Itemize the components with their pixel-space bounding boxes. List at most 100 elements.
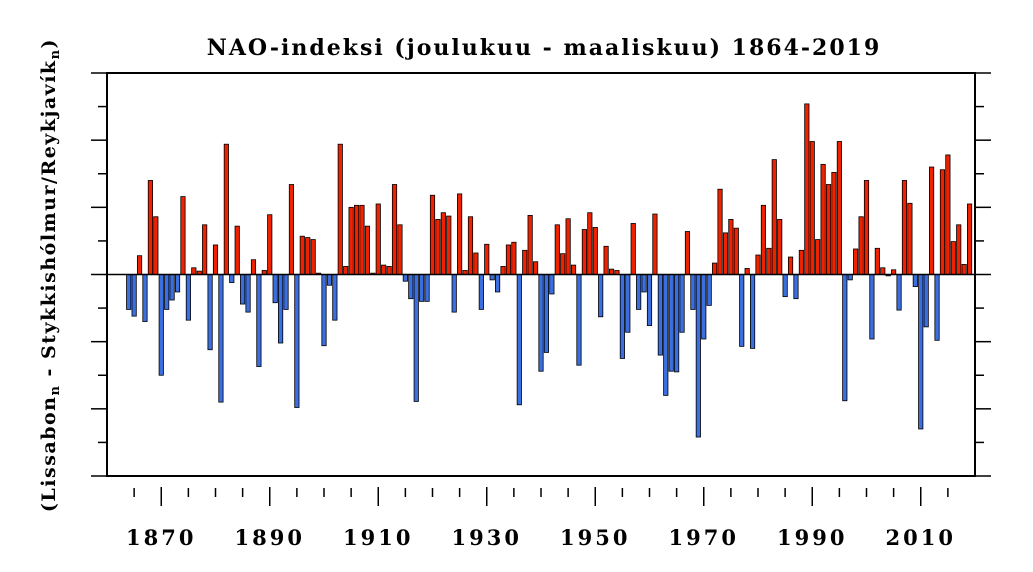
bar-2017: [956, 224, 962, 275]
bar-1985: [782, 274, 788, 298]
bar-1933: [500, 266, 506, 275]
bar-1916: [408, 274, 414, 300]
bar-1980: [755, 254, 761, 275]
bar-2009: [912, 274, 918, 287]
bar-2003: [880, 267, 886, 275]
bar-2012: [929, 166, 935, 275]
bar-1906: [353, 204, 360, 275]
bar-1907: [359, 204, 365, 275]
bar-1885: [240, 274, 246, 305]
bar-1987: [793, 274, 799, 300]
bar-1950: [592, 227, 598, 275]
bar-1911: [381, 264, 387, 275]
bar-1993: [825, 184, 832, 275]
bar-1924: [451, 274, 457, 313]
bar-1946: [570, 264, 577, 275]
x-tick-label-1890: 1890: [235, 525, 305, 550]
bar-1869: [153, 216, 159, 275]
y-axis-label: (Lissabonn - Stykkishólmur/Reykjavíkn): [38, 38, 63, 512]
bar-1875: [185, 274, 191, 321]
bar-1884: [234, 225, 240, 275]
bar-1989: [804, 103, 810, 275]
bar-1876: [191, 267, 197, 275]
bar-1940: [538, 274, 544, 372]
bar-1947: [576, 274, 582, 366]
bar-2002: [874, 247, 880, 275]
bar-1963: [663, 274, 669, 396]
bar-1977: [739, 274, 745, 347]
bar-1927: [467, 216, 474, 275]
bar-1938: [527, 214, 533, 275]
bar-1941: [543, 274, 549, 353]
bar-1939: [533, 261, 539, 275]
y-axis-label-part1: (Lissabon: [38, 396, 60, 513]
bar-2018: [961, 264, 967, 275]
bar-1917: [413, 274, 419, 402]
bar-1973: [717, 188, 723, 275]
bar-1942: [549, 274, 555, 295]
bar-1871: [164, 274, 170, 310]
bar-1910: [375, 203, 381, 275]
bar-2008: [907, 202, 913, 275]
bar-1969: [695, 274, 701, 438]
bar-2006: [896, 274, 902, 311]
bar-2016: [950, 241, 956, 275]
bar-1923: [446, 215, 452, 275]
bar-1949: [587, 212, 593, 275]
bar-1872: [169, 274, 175, 301]
bar-1922: [440, 212, 446, 275]
x-tick-label-2010: 2010: [886, 525, 956, 550]
bar-1988: [798, 249, 804, 275]
bar-1901: [326, 274, 332, 286]
bar-1921: [435, 219, 441, 275]
bar-1897: [305, 237, 311, 275]
bar-1943: [554, 224, 560, 275]
bar-1894: [288, 184, 295, 275]
bar-1891: [272, 274, 278, 304]
bar-1971: [706, 274, 712, 306]
bar-1945: [565, 218, 571, 275]
bar-1878: [202, 224, 208, 275]
bar-1920: [429, 194, 436, 275]
bar-1870: [158, 274, 164, 376]
x-ticks: [133, 487, 949, 506]
bar-1898: [310, 239, 316, 275]
bar-1867: [142, 274, 148, 322]
bar-2011: [923, 274, 929, 328]
bar-1992: [820, 163, 826, 275]
bar-1904: [343, 266, 349, 275]
bar-1990: [809, 141, 815, 275]
bar-1908: [364, 225, 370, 275]
bar-1978: [744, 268, 750, 275]
bar-1888: [256, 274, 262, 367]
bar-1952: [603, 245, 609, 275]
bar-1964: [668, 274, 674, 372]
bar-1975: [728, 219, 734, 275]
bar-1944: [560, 253, 566, 275]
bar-1914: [397, 224, 403, 275]
bar-1902: [332, 274, 338, 321]
bar-1979: [750, 274, 756, 349]
bar-1996: [842, 274, 848, 402]
bar-1934: [505, 244, 512, 275]
bar-1929: [478, 274, 484, 310]
bar-1896: [299, 235, 305, 275]
bar-2010: [918, 274, 924, 430]
bar-1951: [598, 274, 604, 318]
bar-1953: [608, 268, 615, 275]
bar-1984: [777, 219, 783, 275]
bar-1986: [787, 256, 794, 275]
bar-1981: [760, 204, 766, 275]
bar-1873: [174, 274, 181, 293]
y-ticks: [91, 72, 991, 477]
bar-2015: [945, 154, 951, 275]
y-axis-label-sub2: n: [48, 48, 63, 59]
bar-1925: [457, 193, 463, 275]
bar-1882: [223, 143, 229, 275]
bar-2007: [901, 180, 908, 275]
bar-1997: [847, 274, 853, 281]
x-tick-label-1870: 1870: [126, 525, 196, 550]
bar-1965: [674, 274, 680, 373]
bar-1957: [630, 223, 636, 275]
